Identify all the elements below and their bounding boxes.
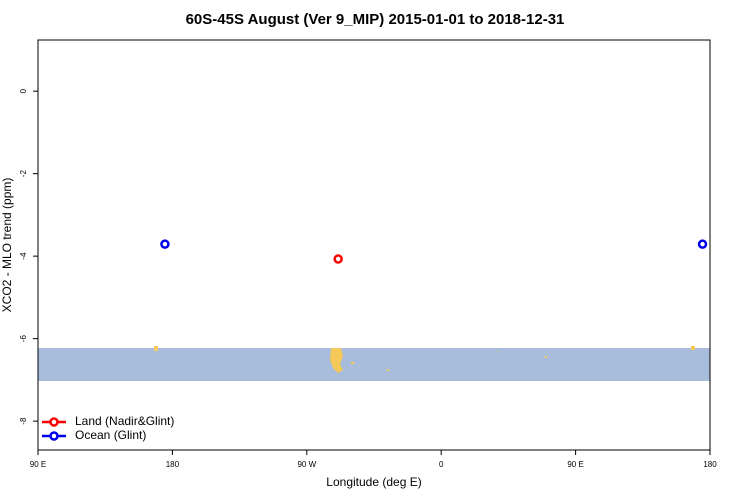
y-tick-label: -6 — [19, 335, 28, 343]
legend-label: Ocean (Glint) — [75, 428, 146, 442]
y-tick-label: 0 — [19, 88, 28, 93]
data-point — [333, 254, 343, 264]
y-tick-label: -2 — [19, 170, 28, 178]
x-tick-label: 180 — [166, 460, 180, 469]
x-axis-label: Longitude (deg E) — [326, 475, 421, 489]
x-tick-label: 90 W — [297, 460, 316, 469]
legend-marker — [49, 417, 59, 427]
x-tick-label: 180 — [703, 460, 717, 469]
legend-marker — [49, 431, 59, 441]
data-point — [160, 239, 170, 249]
y-axis-label: XCO2 - MLO trend (ppm) — [0, 178, 14, 313]
y-tick-label: -4 — [19, 252, 28, 260]
x-tick-label: 90 E — [30, 460, 46, 469]
y-tick-label: -8 — [19, 417, 28, 425]
x-tick-label: 90 E — [567, 460, 583, 469]
chart-title: 60S-45S August (Ver 9_MIP) 2015-01-01 to… — [186, 11, 565, 28]
legend-label: Land (Nadir&Glint) — [75, 414, 174, 428]
plot-frame — [37, 39, 711, 451]
map-strip — [38, 346, 710, 381]
data-point — [697, 239, 708, 249]
x-tick-label: 0 — [439, 460, 444, 469]
